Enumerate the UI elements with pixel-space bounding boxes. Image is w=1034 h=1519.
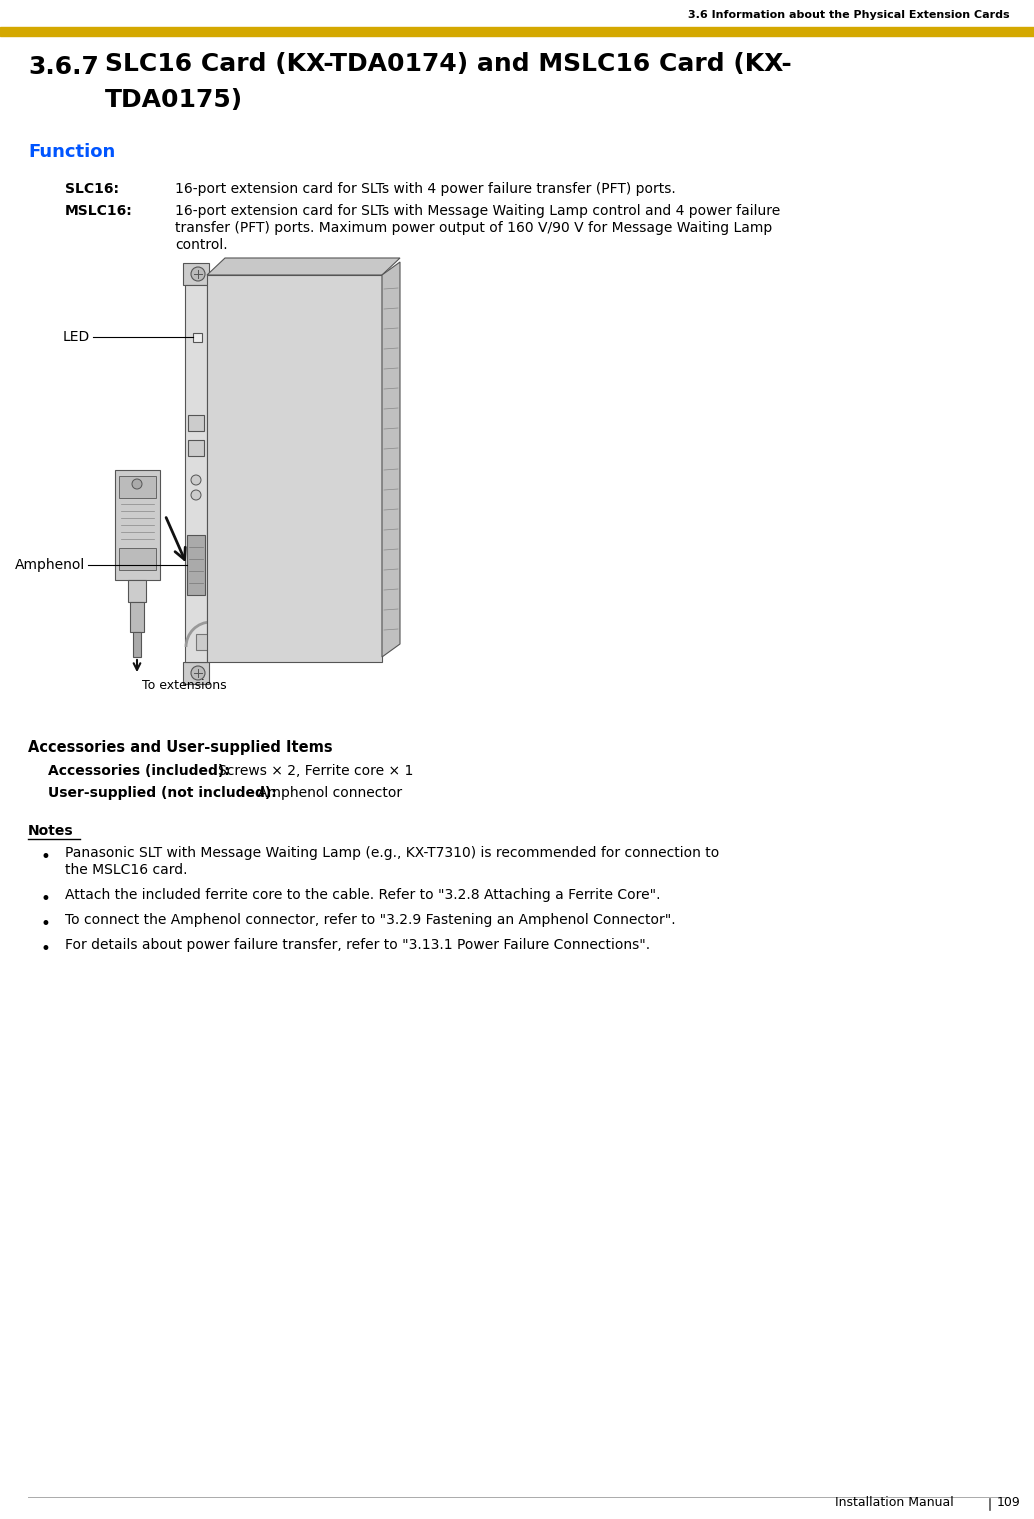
Bar — [119, 548, 156, 570]
Text: Amphenol connector: Amphenol connector — [258, 785, 402, 801]
Text: To extensions: To extensions — [142, 679, 226, 693]
Text: Notes: Notes — [28, 823, 73, 838]
Bar — [128, 580, 146, 602]
Text: Installation Manual: Installation Manual — [835, 1496, 953, 1508]
Bar — [0, 27, 1034, 36]
Polygon shape — [207, 258, 400, 275]
Bar — [188, 415, 204, 431]
Bar — [193, 333, 202, 342]
Polygon shape — [382, 261, 400, 658]
Text: Accessories (included):: Accessories (included): — [48, 764, 230, 778]
Text: Amphenol: Amphenol — [14, 557, 85, 573]
Text: User-supplied (not included):: User-supplied (not included): — [48, 785, 277, 801]
Text: Screws × 2, Ferrite core × 1: Screws × 2, Ferrite core × 1 — [218, 764, 414, 778]
Text: TDA0175): TDA0175) — [105, 88, 243, 112]
Bar — [115, 469, 160, 580]
Bar — [183, 263, 209, 286]
Text: •: • — [40, 914, 50, 933]
Text: Accessories and User-supplied Items: Accessories and User-supplied Items — [28, 740, 333, 755]
Text: 109: 109 — [997, 1496, 1021, 1508]
Text: Panasonic SLT with Message Waiting Lamp (e.g., KX-T7310) is recommended for conn: Panasonic SLT with Message Waiting Lamp … — [65, 846, 720, 860]
Circle shape — [132, 478, 142, 489]
Text: SLC16:: SLC16: — [65, 182, 119, 196]
Text: Attach the included ferrite core to the cable. Refer to "3.2.8 Attaching a Ferri: Attach the included ferrite core to the … — [65, 889, 661, 902]
Bar — [207, 275, 382, 662]
Text: SLC16 Card (KX-TDA0174) and MSLC16 Card (KX-: SLC16 Card (KX-TDA0174) and MSLC16 Card … — [105, 52, 792, 76]
Bar — [196, 633, 236, 650]
Circle shape — [191, 491, 201, 500]
Circle shape — [191, 267, 205, 281]
Text: •: • — [40, 890, 50, 908]
Bar — [119, 475, 156, 498]
Text: transfer (PFT) ports. Maximum power output of 160 V/90 V for Message Waiting Lam: transfer (PFT) ports. Maximum power outp… — [175, 220, 772, 235]
Text: For details about power failure transfer, refer to "3.13.1 Power Failure Connect: For details about power failure transfer… — [65, 939, 650, 952]
Circle shape — [191, 665, 205, 681]
Text: 3.6.7: 3.6.7 — [28, 55, 99, 79]
Text: the MSLC16 card.: the MSLC16 card. — [65, 863, 187, 876]
Circle shape — [229, 639, 244, 655]
Bar — [185, 286, 207, 662]
Text: •: • — [40, 940, 50, 958]
Text: LED: LED — [63, 330, 90, 343]
Text: MSLC16:: MSLC16: — [65, 204, 132, 219]
Text: control.: control. — [175, 238, 227, 252]
Text: Function: Function — [28, 143, 115, 161]
Bar — [183, 662, 209, 684]
Bar — [133, 632, 141, 658]
Text: To connect the Amphenol connector, refer to "3.2.9 Fastening an Amphenol Connect: To connect the Amphenol connector, refer… — [65, 913, 675, 927]
Text: 16-port extension card for SLTs with 4 power failure transfer (PFT) ports.: 16-port extension card for SLTs with 4 p… — [175, 182, 676, 196]
Bar — [188, 441, 204, 456]
Bar — [187, 535, 205, 595]
Text: 16-port extension card for SLTs with Message Waiting Lamp control and 4 power fa: 16-port extension card for SLTs with Mes… — [175, 204, 781, 219]
Text: •: • — [40, 848, 50, 866]
Bar — [130, 602, 144, 632]
Text: 3.6 Information about the Physical Extension Cards: 3.6 Information about the Physical Exten… — [689, 11, 1010, 20]
Circle shape — [191, 475, 201, 485]
